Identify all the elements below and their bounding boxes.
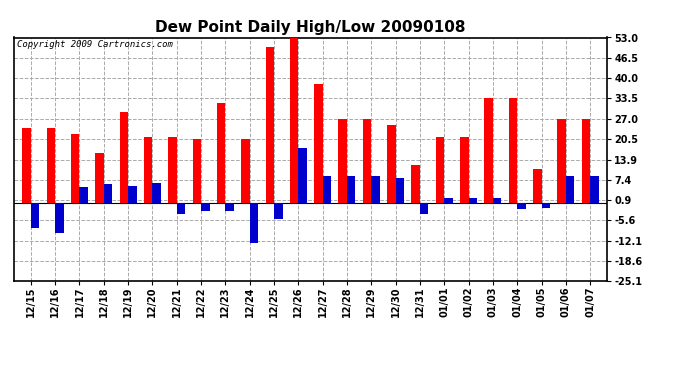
Bar [387, 125, 395, 203]
Bar [193, 139, 201, 203]
Bar [566, 176, 574, 203]
Bar [518, 203, 526, 209]
Bar [298, 148, 307, 203]
Bar [323, 176, 331, 203]
Bar [168, 137, 177, 203]
Title: Dew Point Daily High/Low 20090108: Dew Point Daily High/Low 20090108 [155, 20, 466, 35]
Bar [582, 118, 590, 203]
Bar [266, 47, 274, 203]
Bar [217, 103, 226, 203]
Bar [274, 203, 282, 219]
Bar [363, 118, 371, 203]
Bar [590, 176, 599, 203]
Bar [533, 169, 542, 203]
Bar [371, 176, 380, 203]
Bar [226, 203, 234, 211]
Text: Copyright 2009 Cartronics.com: Copyright 2009 Cartronics.com [17, 40, 172, 49]
Bar [201, 203, 210, 211]
Bar [104, 184, 112, 203]
Bar [250, 203, 258, 243]
Bar [241, 139, 250, 203]
Bar [79, 187, 88, 203]
Bar [314, 84, 323, 203]
Bar [31, 203, 39, 228]
Bar [95, 153, 104, 203]
Bar [144, 137, 152, 203]
Bar [484, 98, 493, 203]
Bar [339, 118, 347, 203]
Bar [128, 186, 137, 203]
Bar [444, 198, 453, 203]
Bar [22, 128, 31, 203]
Bar [177, 203, 185, 214]
Bar [436, 137, 444, 203]
Bar [469, 198, 477, 203]
Bar [558, 118, 566, 203]
Bar [119, 112, 128, 203]
Bar [290, 34, 298, 203]
Bar [493, 198, 502, 203]
Bar [411, 165, 420, 203]
Bar [395, 178, 404, 203]
Bar [542, 203, 550, 208]
Bar [509, 98, 518, 203]
Bar [152, 183, 161, 203]
Bar [460, 137, 469, 203]
Bar [347, 176, 355, 203]
Bar [47, 128, 55, 203]
Bar [55, 203, 63, 232]
Bar [420, 203, 428, 214]
Bar [71, 134, 79, 203]
